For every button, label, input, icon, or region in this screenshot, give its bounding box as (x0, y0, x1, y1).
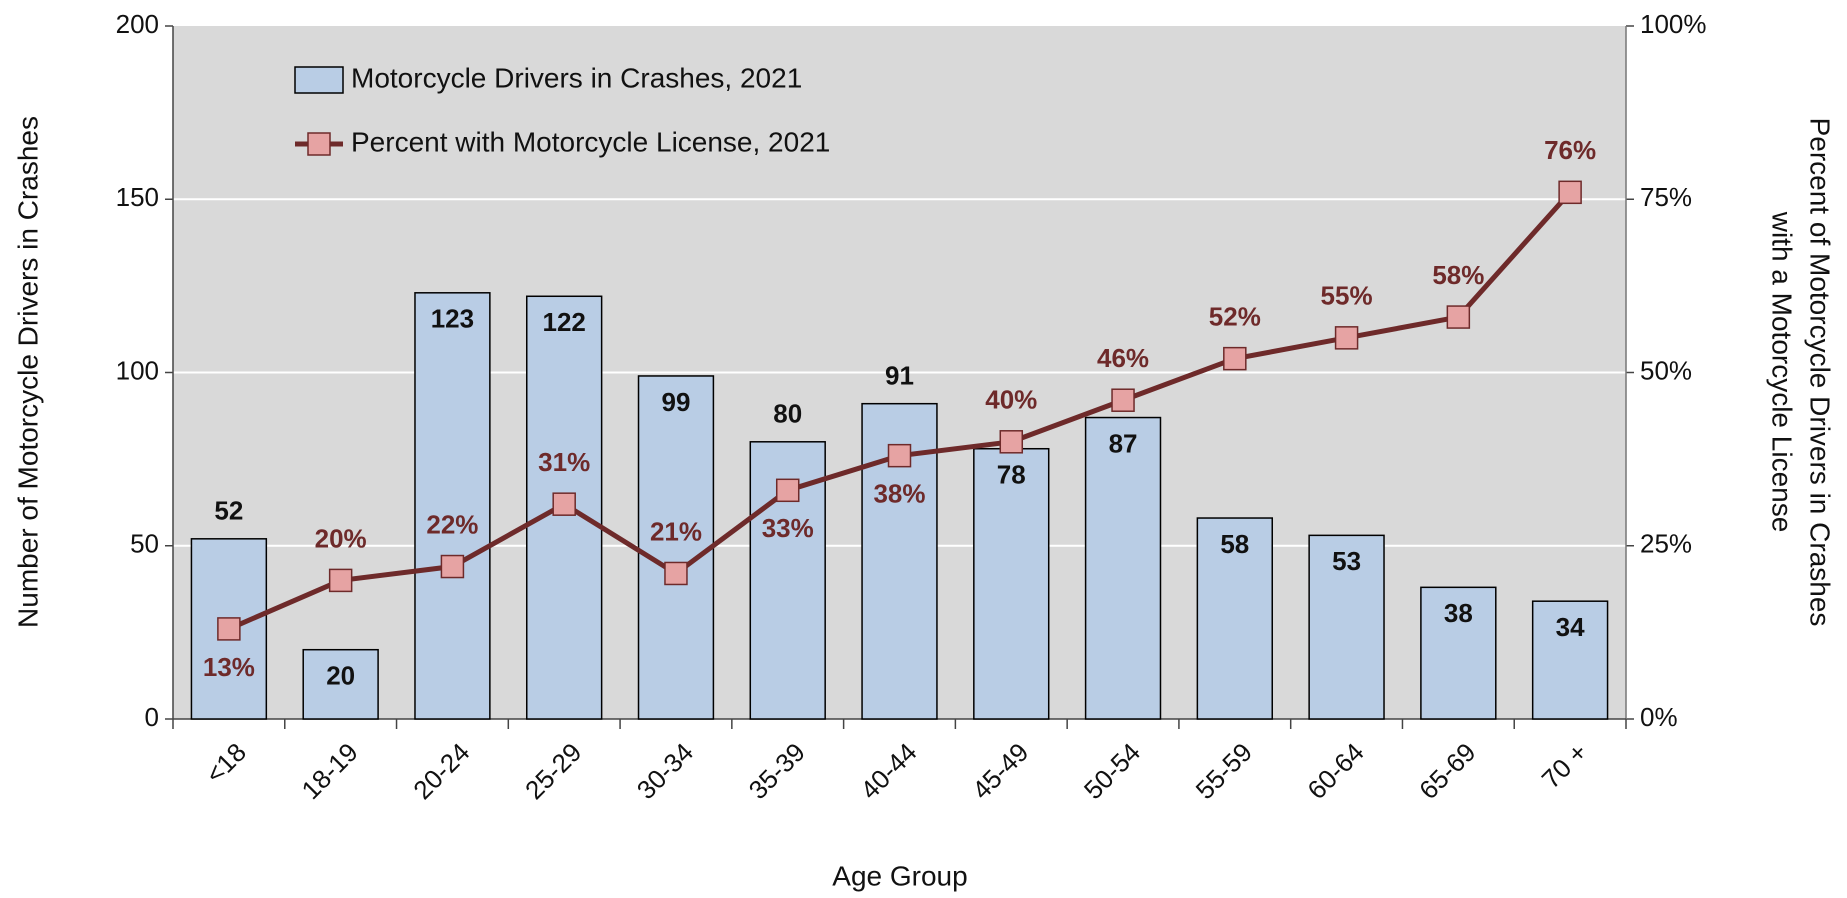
y2-tick-label: 0% (1640, 702, 1678, 732)
x-tick-label: 45-49 (966, 737, 1034, 805)
line-value-label: 40% (985, 385, 1037, 415)
line-value-label: 21% (650, 516, 702, 546)
bar-value-label: 99 (662, 387, 691, 417)
bar (1196, 517, 1274, 720)
line-marker (1111, 388, 1135, 412)
x-tick-label: 60-64 (1301, 737, 1369, 805)
y-tick-label: 150 (116, 182, 159, 212)
line-value-label: 52% (1209, 302, 1261, 332)
legend-label: Motorcycle Drivers in Crashes, 2021 (351, 62, 802, 93)
x-tick-label: 70 + (1536, 737, 1594, 795)
y-axis-title: Number of Motorcycle Drivers in Crashes (12, 116, 43, 628)
line-value-label: 55% (1321, 281, 1373, 311)
bar-value-label: 91 (885, 361, 914, 391)
line-marker (887, 443, 912, 468)
line-value-label: 76% (1544, 135, 1596, 165)
x-tick-label: 55-59 (1190, 737, 1258, 805)
x-tick-label: 65-69 (1413, 737, 1481, 805)
legend-label: Percent with Motorcycle License, 2021 (351, 126, 830, 157)
bar-value-label: 122 (542, 307, 585, 337)
bar (1531, 600, 1609, 720)
y2-axis-title: Percent of Motorcycle Drivers in Crashes (1805, 118, 1836, 627)
y-tick-label: 0 (145, 702, 159, 732)
line-marker (775, 478, 800, 503)
y2-axis-title: with a Motorcycle License (1767, 211, 1798, 533)
bar-value-label: 58 (1220, 529, 1249, 559)
bar (637, 375, 715, 720)
line-value-label: 46% (1097, 343, 1149, 373)
y-tick-label: 50 (130, 529, 159, 559)
line-value-label: 20% (315, 523, 367, 553)
bar-value-label: 52 (214, 496, 243, 526)
y-tick-label: 100 (116, 355, 159, 385)
line-marker (664, 561, 688, 586)
line-value-label: 58% (1432, 260, 1484, 290)
y2-tick-label: 50% (1640, 355, 1692, 385)
x-tick-label: 18-19 (296, 737, 364, 805)
bar-value-label: 20 (326, 661, 355, 691)
y2-tick-label: 75% (1640, 182, 1692, 212)
bar (414, 292, 491, 720)
x-tick-label: 35-39 (743, 737, 811, 805)
x-tick-label: 20-24 (407, 737, 475, 805)
line-value-label: 22% (426, 509, 478, 539)
line-marker (1558, 180, 1582, 205)
bar (302, 648, 379, 720)
x-tick-label: 40-44 (854, 737, 922, 805)
line-marker (440, 554, 465, 579)
bar-value-label: 87 (1109, 428, 1138, 458)
line-marker (552, 492, 576, 516)
x-tick-label: 30-34 (631, 737, 699, 805)
line-marker (1334, 326, 1359, 350)
bar-value-label: 78 (997, 460, 1026, 490)
y2-tick-label: 25% (1640, 529, 1692, 559)
x-axis-title: Age Group (832, 860, 967, 891)
bar-value-label: 123 (431, 304, 474, 334)
bar-value-label: 53 (1332, 546, 1361, 576)
bar-value-label: 80 (773, 399, 802, 429)
x-tick-label: 25-29 (519, 737, 587, 805)
line-marker (328, 568, 353, 593)
x-tick-label: <18 (200, 737, 252, 789)
line-marker (1446, 305, 1471, 329)
bar-value-label: 38 (1444, 598, 1473, 628)
bar (1420, 586, 1497, 720)
y-tick-label: 200 (116, 9, 159, 39)
legend-swatch (307, 132, 331, 156)
line-value-label: 31% (538, 447, 590, 477)
bar (1308, 534, 1385, 720)
line-marker (217, 617, 241, 641)
line-value-label: 13% (203, 652, 255, 682)
line-marker (1223, 346, 1247, 371)
line-value-label: 38% (873, 479, 925, 509)
bar (973, 447, 1050, 720)
line-marker (999, 430, 1024, 454)
bar-value-label: 34 (1556, 612, 1585, 642)
y2-tick-label: 100% (1640, 9, 1707, 39)
legend-swatch (294, 66, 344, 94)
line-value-label: 33% (762, 513, 814, 543)
bar (1084, 416, 1162, 720)
x-tick-label: 50-54 (1078, 737, 1146, 805)
